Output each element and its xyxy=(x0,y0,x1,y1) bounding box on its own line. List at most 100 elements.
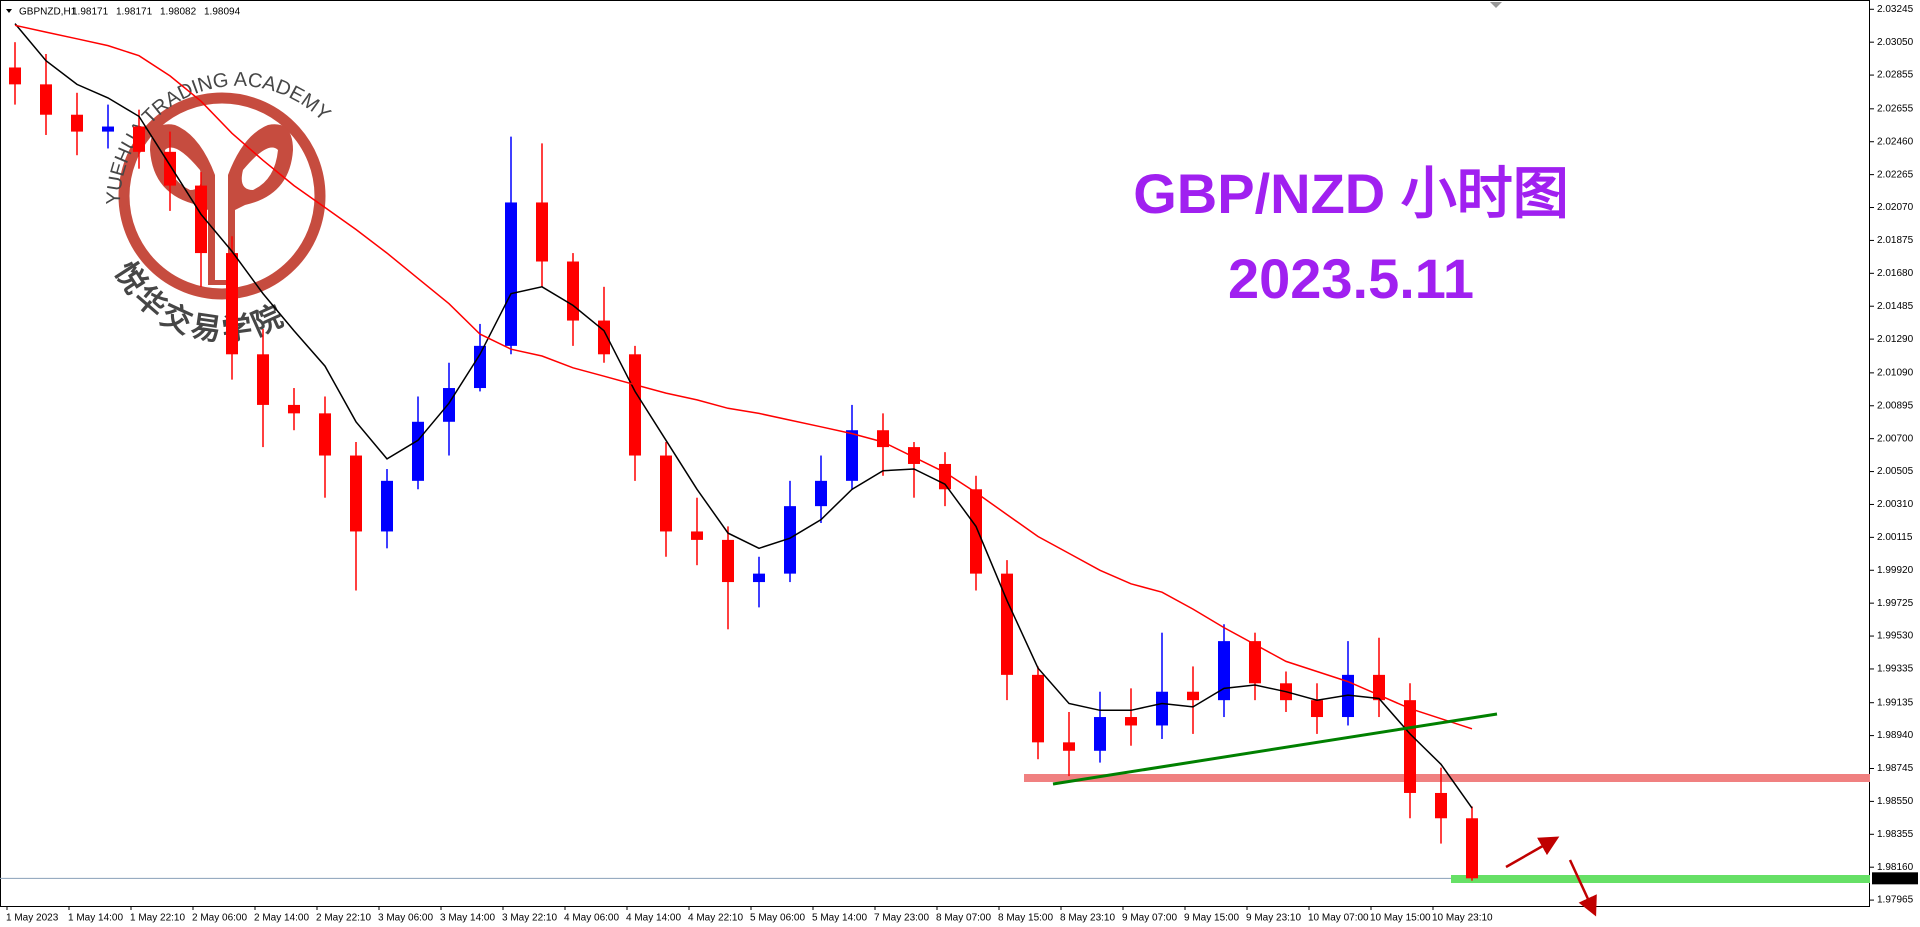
y-tick-label: 2.00115 xyxy=(1877,532,1913,543)
x-tick-label: 9 May 23:10 xyxy=(1246,913,1301,924)
trendline xyxy=(1052,712,1498,786)
y-tick-label: 1.99335 xyxy=(1877,664,1914,675)
x-tick-label: 5 May 06:00 xyxy=(750,913,805,924)
candle-body xyxy=(722,539,734,583)
y-tick-label: 2.02855 xyxy=(1877,70,1914,81)
x-tick-label: 4 May 06:00 xyxy=(564,913,619,924)
y-tick-label: 1.98745 xyxy=(1877,763,1914,774)
moving-average xyxy=(14,24,1473,730)
y-tick-label: 2.00895 xyxy=(1877,400,1914,411)
drawings xyxy=(1024,774,1870,883)
candle-body xyxy=(40,84,52,115)
logo-text-cn-path: 悦华交易学院 xyxy=(108,256,287,347)
x-tick-label: 10 May 23:10 xyxy=(1432,913,1493,924)
candle-body xyxy=(164,151,176,186)
y-tick-label: 1.99530 xyxy=(1877,631,1914,642)
candle-body xyxy=(319,413,331,456)
candle-body xyxy=(1404,700,1416,793)
candle-body xyxy=(350,455,362,532)
candle-body xyxy=(1032,674,1044,743)
y-tick-label: 2.00700 xyxy=(1877,433,1914,444)
x-tick-label: 2 May 06:00 xyxy=(192,913,247,924)
candle-body xyxy=(1342,674,1354,718)
y-tick-label: 2.02070 xyxy=(1877,202,1914,213)
plot-frame xyxy=(0,0,1870,907)
candle-body xyxy=(474,345,486,389)
y-tick-label: 1.99725 xyxy=(1877,598,1914,609)
x-tick-label: 7 May 23:00 xyxy=(874,913,929,924)
candle-body xyxy=(846,430,858,481)
x-tick-label: 3 May 06:00 xyxy=(378,913,433,924)
candle-body xyxy=(1311,700,1323,718)
x-tick-label: 2 May 14:00 xyxy=(254,913,309,924)
header-value: 1.98171 xyxy=(72,7,109,18)
candle-body xyxy=(815,480,827,507)
y-tick-label: 2.03245 xyxy=(1877,4,1914,15)
resistance-zone xyxy=(1024,774,1870,782)
candle-body xyxy=(629,354,641,456)
candle-body xyxy=(567,261,579,321)
candle-body xyxy=(1466,818,1478,879)
candle-body xyxy=(1094,717,1106,751)
y-tick-label: 1.98940 xyxy=(1877,730,1914,741)
scroll-marker xyxy=(1490,2,1502,8)
annotation-title: GBP/NZD 小时图 xyxy=(1133,162,1569,225)
annotation-date: 2023.5.11 xyxy=(1228,247,1474,310)
series-layer xyxy=(9,23,1478,881)
x-tick-label: 1 May 22:10 xyxy=(130,913,185,924)
x-tick-label: 5 May 14:00 xyxy=(812,913,867,924)
candle-body xyxy=(1218,641,1230,701)
x-tick-label: 3 May 14:00 xyxy=(440,913,495,924)
candle-body xyxy=(1187,691,1199,701)
y-tick-label: 2.01090 xyxy=(1877,368,1914,379)
y-tick-label: 1.99135 xyxy=(1877,697,1914,708)
y-tick-label: 2.02655 xyxy=(1877,103,1914,114)
candle-body xyxy=(71,114,83,132)
candle-body xyxy=(1435,792,1447,819)
candle-body xyxy=(784,506,796,574)
arrow-down xyxy=(1568,859,1597,917)
drawings-top xyxy=(1052,2,1597,917)
candle-body xyxy=(660,455,672,532)
candle-body xyxy=(939,463,951,490)
logo-mark-inner xyxy=(165,147,278,190)
x-tick-label: 4 May 22:10 xyxy=(688,913,743,924)
y-tick-label: 1.98355 xyxy=(1877,829,1914,840)
candle-body xyxy=(9,67,21,85)
candle-body xyxy=(381,480,393,532)
header-value: 1.98171 xyxy=(116,7,153,18)
candle-body xyxy=(1001,573,1013,675)
x-tick-label: 4 May 14:00 xyxy=(626,913,681,924)
logo: YUEHUA TRADING ACADEMY 悦华交易学院 xyxy=(103,69,335,348)
candle-body xyxy=(1249,641,1261,684)
candle-body xyxy=(102,126,114,132)
candle-body xyxy=(1125,717,1137,726)
candle-body xyxy=(443,388,455,422)
x-tick-label: 1 May 14:00 xyxy=(68,913,123,924)
candle-body xyxy=(505,202,517,346)
y-tick-label: 2.01875 xyxy=(1877,235,1914,246)
candle-body xyxy=(195,185,207,254)
x-tick-label: 10 May 07:00 xyxy=(1308,913,1369,924)
candle-body xyxy=(257,354,269,405)
candle-body xyxy=(536,202,548,262)
x-tick-label: 1 May 2023 xyxy=(6,913,59,924)
price-label-bg xyxy=(1872,872,1918,885)
y-tick-label: 2.01680 xyxy=(1877,268,1914,279)
x-tick-label: 10 May 15:00 xyxy=(1370,913,1431,924)
header-value: 1.98094 xyxy=(204,7,241,18)
x-tick-label: 3 May 22:10 xyxy=(502,913,557,924)
candle-body xyxy=(908,447,920,464)
candle-body xyxy=(412,421,424,481)
y-tick-label: 1.99920 xyxy=(1877,565,1914,576)
header: GBPNZD,H1 1.98171 1.98171 1.98082 1.98094 xyxy=(6,7,241,18)
x-tick-label: 2 May 22:10 xyxy=(316,913,371,924)
arrow-up xyxy=(1505,836,1560,869)
x-tick-label: 9 May 15:00 xyxy=(1184,913,1239,924)
y-tick-label: 2.03050 xyxy=(1877,37,1914,48)
candle-body xyxy=(691,531,703,540)
y-tick-label: 2.01290 xyxy=(1877,334,1914,345)
x-tick-label: 9 May 07:00 xyxy=(1122,913,1177,924)
